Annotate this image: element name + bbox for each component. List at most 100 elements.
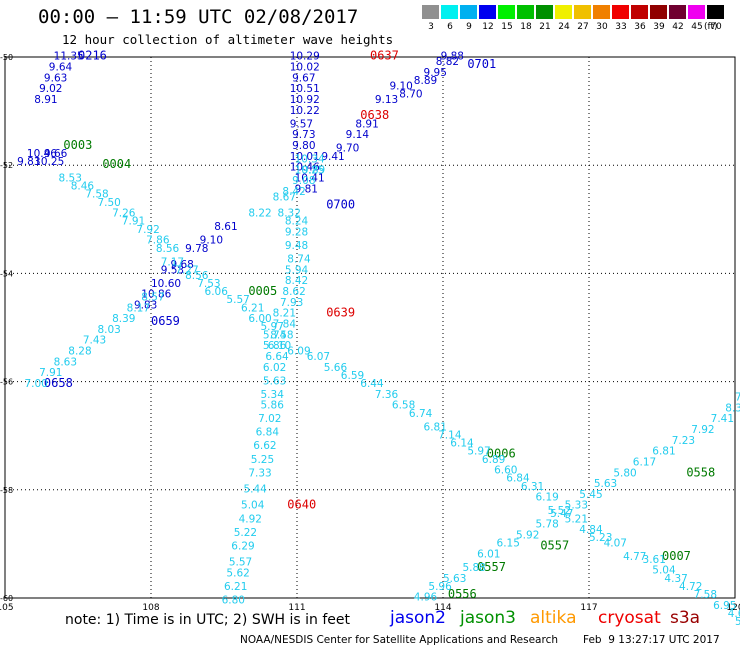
legend-label: 3 bbox=[428, 22, 434, 32]
timestamp: Feb 9 13:27:17 UTC 2017 bbox=[583, 634, 720, 646]
swh-value: 9.28 bbox=[285, 227, 308, 239]
swh-value: 7.27 bbox=[175, 264, 198, 276]
legend-swatch bbox=[479, 5, 496, 19]
swh-value: 10.02 bbox=[290, 62, 320, 74]
legend-label: 30 bbox=[596, 22, 608, 32]
swh-value: 5.04 bbox=[652, 565, 676, 577]
legend-swatch bbox=[441, 5, 458, 19]
swh-value: 6.09 bbox=[287, 346, 310, 358]
swh-value: 5.88 bbox=[462, 562, 485, 574]
swh-value: 5.63 bbox=[263, 375, 286, 387]
swh-value: 6.21 bbox=[241, 302, 264, 314]
legend-label: 27 bbox=[577, 22, 589, 32]
swh-value: 6.59 bbox=[341, 370, 364, 382]
swh-value: 7.91 bbox=[122, 216, 145, 228]
legend-swatch bbox=[460, 5, 477, 19]
swh-value: 5.80 bbox=[613, 467, 636, 479]
swh-value: 3.61 bbox=[643, 554, 666, 566]
swh-value: 4.07 bbox=[604, 538, 627, 550]
swh-value: 5.57 bbox=[226, 294, 249, 306]
swh-value: 6.15 bbox=[497, 538, 520, 550]
swh-value: 8.70 bbox=[399, 89, 422, 101]
legend-swatch bbox=[707, 5, 724, 19]
legend-swatch bbox=[612, 5, 629, 19]
swh-value: 7.58 bbox=[694, 589, 717, 601]
swh-value: 9.83 bbox=[134, 300, 157, 312]
swh-value: 4.77 bbox=[623, 551, 646, 563]
swh-value: 9.63 bbox=[44, 72, 67, 84]
swh-value: 8.89 bbox=[414, 75, 437, 87]
swh-value: 7.93 bbox=[280, 297, 303, 309]
swh-value: 6.29 bbox=[231, 540, 254, 552]
legend-swatch bbox=[593, 5, 610, 19]
swh-value: 6.60 bbox=[494, 465, 517, 477]
lon-tick-label: 111 bbox=[288, 603, 305, 613]
swh-value: 10.46 bbox=[290, 162, 320, 174]
pass-label: 0638 bbox=[360, 108, 389, 122]
swh-value: 5.33 bbox=[565, 500, 588, 512]
legend-label: 24 bbox=[558, 22, 570, 32]
swh-value: 9.41 bbox=[321, 151, 344, 163]
swh-value: 5.96 bbox=[428, 581, 452, 593]
swh-value: 8.28 bbox=[68, 346, 91, 358]
pass-label: 0003 bbox=[63, 138, 92, 152]
swh-value: 9.08 bbox=[292, 175, 315, 187]
pass-label: 0658 bbox=[44, 376, 73, 390]
swh-value: 10.22 bbox=[290, 105, 320, 117]
swh-value: 10.25 bbox=[295, 164, 325, 176]
legend-swatch bbox=[555, 5, 572, 19]
swh-value: 9.80 bbox=[292, 140, 315, 152]
swh-value: 5.25 bbox=[251, 454, 274, 466]
swh-value: 8.46 bbox=[71, 181, 95, 193]
swh-value: 6.84 bbox=[256, 427, 280, 439]
swh-value: 6.81 bbox=[652, 446, 675, 458]
swh-value: 5.04 bbox=[241, 500, 265, 512]
swh-value: 4.84 bbox=[579, 524, 603, 536]
swh-value: 9.53 bbox=[161, 264, 184, 276]
swh-value: 8.58 bbox=[270, 329, 293, 341]
swh-value: 8.39 bbox=[112, 313, 135, 325]
pass-label: 0557 bbox=[540, 538, 569, 552]
swh-value: 9.88 bbox=[441, 51, 464, 63]
swh-value: 9.68 bbox=[170, 259, 193, 271]
pass-label: 0004 bbox=[102, 157, 131, 171]
lat-tick-label: -56 bbox=[0, 378, 13, 387]
swh-value: 9.10 bbox=[389, 80, 412, 92]
swh-value: 9.95 bbox=[424, 67, 447, 79]
legend-swatch bbox=[574, 5, 591, 19]
legend-label: 12 bbox=[482, 22, 494, 32]
legend-label: 18 bbox=[520, 22, 532, 32]
swh-value: 9.02 bbox=[39, 83, 62, 95]
lat-tick-label: -54 bbox=[0, 269, 13, 278]
swh-value: 5.23 bbox=[589, 532, 612, 544]
mission-label-jason2: jason2 bbox=[390, 608, 446, 628]
swh-value: 5.34 bbox=[261, 389, 285, 401]
swh-value: 8.22 bbox=[248, 208, 271, 220]
swh-value: 7.41 bbox=[711, 413, 734, 425]
swh-value: 10.60 bbox=[151, 278, 181, 290]
credit-line: NOAA/NESDIS Center for Satellite Applica… bbox=[240, 634, 558, 646]
swh-value: 6.01 bbox=[477, 548, 500, 560]
swh-value: 6.10 bbox=[268, 340, 291, 352]
swh-value: 9.78 bbox=[185, 243, 208, 255]
swh-value: 11.35 bbox=[54, 51, 84, 63]
swh-value: 8.62 bbox=[282, 286, 305, 298]
swh-value: 7.58 bbox=[85, 189, 108, 201]
swh-value: 5.97 bbox=[261, 321, 284, 333]
swh-value: 9.48 bbox=[285, 240, 308, 252]
pass-label: 0005 bbox=[248, 284, 277, 298]
swh-value: 8.32 bbox=[278, 208, 301, 220]
pass-label: 0556 bbox=[448, 587, 477, 601]
swh-value: 6.31 bbox=[521, 481, 544, 493]
pass-label: 0216 bbox=[78, 49, 107, 63]
swh-value: 6.84 bbox=[506, 473, 530, 485]
swh-value: 7.62 bbox=[735, 392, 740, 404]
map-frame bbox=[4, 56, 736, 599]
swh-value: 9.57 bbox=[290, 118, 313, 130]
swh-value: 7.86 bbox=[146, 235, 170, 247]
swh-value: 8.82 bbox=[436, 56, 459, 68]
pass-label: 0701 bbox=[467, 57, 496, 71]
swh-value: 6.00 bbox=[248, 313, 271, 325]
swh-value: 8.57 bbox=[141, 291, 164, 303]
swh-value: 8.42 bbox=[282, 186, 305, 198]
